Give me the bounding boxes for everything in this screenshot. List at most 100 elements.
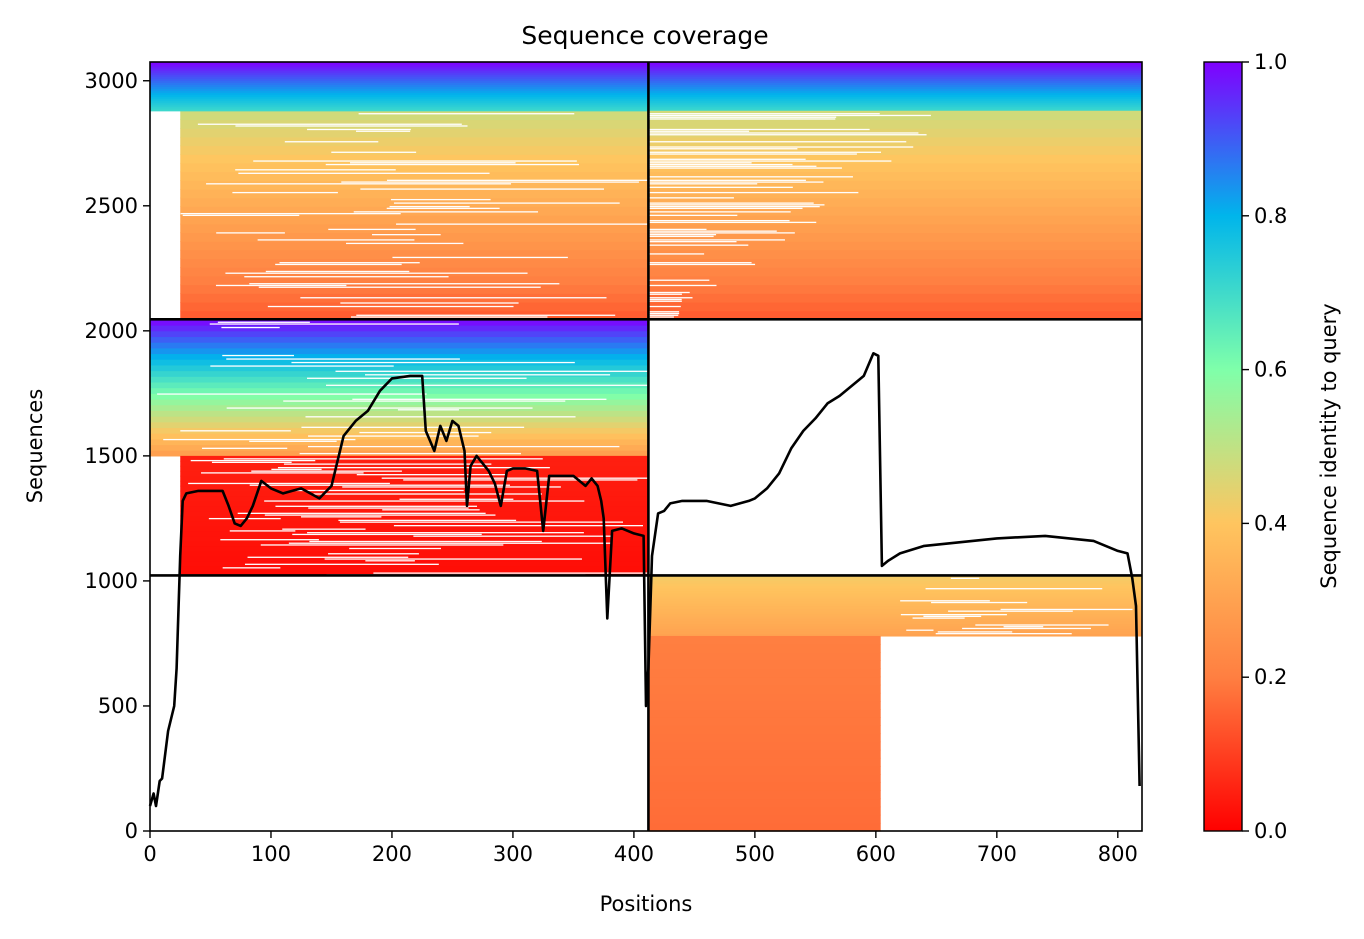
coverage-gaps	[157, 113, 1133, 635]
colorbar-tick-label: 0.6	[1254, 358, 1287, 382]
coverage-band	[150, 92, 649, 96]
coverage-gap	[648, 167, 842, 169]
coverage-band	[180, 249, 649, 260]
coverage-band	[648, 676, 881, 686]
coverage-gap	[648, 262, 752, 264]
coverage-gap	[244, 563, 439, 565]
coverage-gap	[209, 323, 459, 325]
coverage-gap	[648, 214, 738, 217]
coverage-gap	[648, 176, 853, 178]
coverage-band	[180, 180, 649, 190]
coverage-gap	[342, 486, 561, 488]
coverage-band	[648, 70, 1142, 73]
coverage-gap	[356, 314, 616, 316]
coverage-gap	[307, 532, 584, 534]
coverage-band	[150, 347, 649, 355]
coverage-gap	[906, 629, 934, 631]
coverage-gap	[648, 234, 717, 236]
coverage-gap	[648, 186, 793, 188]
coverage-band	[150, 376, 649, 383]
coverage-band	[648, 668, 881, 678]
coverage-gap	[288, 542, 613, 544]
plot-frame	[149, 61, 1143, 832]
coverage-gap	[349, 547, 442, 550]
coverage-gap	[226, 407, 533, 409]
x-axis-ticks: 0 100 200 300 400 500 600 700 800	[143, 831, 1138, 866]
coverage-band	[648, 575, 1142, 579]
coverage-gap	[648, 128, 870, 131]
coverage-gap	[180, 430, 291, 432]
coverage-band	[648, 644, 881, 653]
coverage-band	[648, 284, 1142, 294]
coverage-band	[648, 615, 1142, 619]
coverage-gap	[211, 461, 292, 464]
coverage-band	[648, 100, 1142, 104]
coverage-gap	[403, 479, 638, 481]
coverage-band	[150, 76, 649, 79]
coverage-gap	[265, 270, 410, 273]
coverage-band	[648, 822, 881, 832]
coverage-gap	[925, 588, 1103, 590]
coverage-band	[648, 249, 1142, 260]
coverage-band	[648, 582, 1142, 587]
coverage-band	[648, 66, 1142, 69]
coverage-band	[180, 162, 649, 173]
coverage-band	[648, 717, 881, 726]
coverage-gap	[648, 244, 749, 246]
coverage-band	[180, 520, 649, 527]
coverage-gap	[190, 459, 316, 462]
coverage-gap	[413, 535, 613, 537]
coverage-gap	[648, 298, 682, 301]
x-tick-label: 0	[143, 842, 156, 866]
coverage-block	[648, 62, 1142, 112]
coverage-band	[648, 72, 1142, 75]
coverage-band	[150, 64, 649, 67]
coverage-gap	[648, 279, 710, 281]
coverage-gap	[308, 435, 479, 437]
coverage-band	[150, 66, 649, 69]
coverage-band	[150, 398, 649, 406]
coverage-gap	[648, 284, 717, 287]
coverage-band	[648, 106, 1142, 110]
coverage-gap	[648, 291, 690, 294]
coverage-heatmap	[150, 62, 1142, 832]
coverage-band	[648, 577, 1142, 582]
coverage-gap	[648, 219, 790, 222]
coverage-band	[150, 330, 649, 338]
coverage-gap	[325, 163, 579, 166]
coverage-band	[648, 625, 1142, 629]
coverage-band	[648, 104, 1142, 108]
x-tick-label: 800	[1098, 842, 1138, 866]
coverage-band	[648, 223, 1142, 234]
coverage-gap	[396, 223, 649, 225]
coverage-band	[648, 86, 1142, 90]
coverage-band	[648, 633, 1142, 637]
coverage-band	[648, 197, 1142, 207]
coverage-band	[648, 241, 1142, 251]
coverage-gap	[223, 458, 543, 460]
coverage-band	[648, 782, 881, 791]
coverage-band	[648, 623, 1142, 627]
coverage-band	[648, 84, 1142, 87]
coverage-gap	[308, 507, 469, 509]
coverage-gap	[226, 358, 460, 360]
coverage-band	[648, 258, 1142, 268]
x-tick-label: 100	[251, 842, 291, 866]
coverage-band	[648, 605, 1142, 609]
coverage-band	[150, 100, 649, 104]
coverage-gap	[225, 272, 528, 274]
coverage-gap	[309, 540, 542, 543]
coverage-gap	[206, 183, 512, 185]
coverage-gap	[393, 524, 643, 527]
coverage-gap	[648, 239, 785, 241]
coverage-band	[150, 393, 649, 400]
coverage-band	[180, 485, 649, 492]
coverage-band	[180, 241, 649, 251]
coverage-band	[150, 62, 649, 65]
coverage-gap	[238, 172, 490, 174]
coverage-gap	[648, 197, 734, 199]
coverage-gap	[328, 228, 416, 231]
coverage-gap	[381, 477, 649, 479]
coverage-gap	[365, 560, 415, 562]
coverage-band	[648, 618, 1142, 622]
